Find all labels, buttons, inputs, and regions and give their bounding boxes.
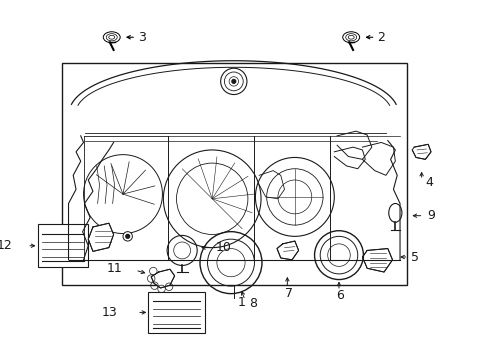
Text: 12: 12 xyxy=(0,239,12,252)
Bar xyxy=(62,63,406,285)
Text: 6: 6 xyxy=(335,289,344,302)
Text: 2: 2 xyxy=(377,31,385,44)
Polygon shape xyxy=(411,144,430,159)
Polygon shape xyxy=(88,223,113,251)
Text: 9: 9 xyxy=(427,209,434,222)
Text: 8: 8 xyxy=(248,297,256,310)
Text: 1: 1 xyxy=(237,296,245,309)
Text: 4: 4 xyxy=(425,176,432,189)
FancyBboxPatch shape xyxy=(38,224,88,267)
Text: 5: 5 xyxy=(410,251,418,264)
FancyBboxPatch shape xyxy=(148,292,204,333)
Polygon shape xyxy=(362,248,392,272)
Text: 11: 11 xyxy=(107,262,122,275)
Text: 3: 3 xyxy=(138,31,145,44)
Circle shape xyxy=(125,234,129,238)
Circle shape xyxy=(231,80,235,83)
Circle shape xyxy=(123,231,132,241)
Text: 10: 10 xyxy=(216,241,231,254)
Polygon shape xyxy=(151,269,174,288)
Text: 13: 13 xyxy=(102,306,117,319)
Text: 7: 7 xyxy=(284,287,292,300)
Polygon shape xyxy=(276,241,298,260)
